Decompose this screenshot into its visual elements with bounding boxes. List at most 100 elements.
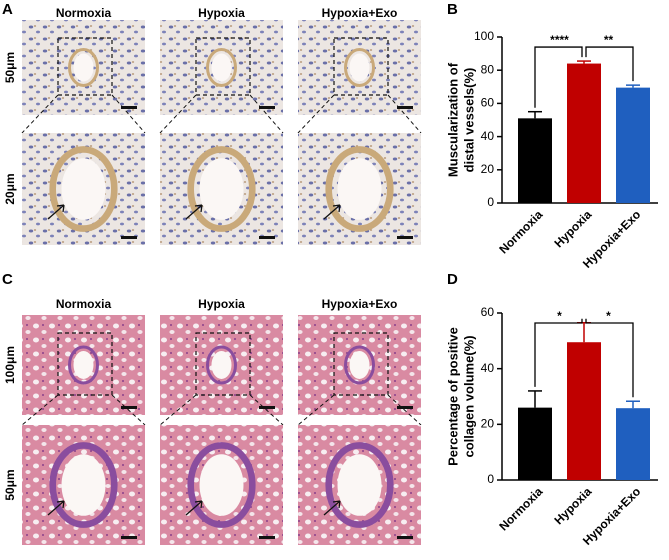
lumen <box>199 454 244 516</box>
scale-bar <box>121 106 137 109</box>
zoom-line <box>387 94 422 134</box>
x-tick-label: Hypoxia <box>551 484 594 527</box>
scale-bar <box>397 236 413 239</box>
vessel <box>325 146 394 232</box>
lumen <box>199 158 244 220</box>
column-title: Hypoxia+Exo <box>322 6 398 20</box>
panel-label: D <box>447 271 458 288</box>
bar <box>616 408 650 480</box>
x-tick-label: Hypoxia <box>551 207 594 250</box>
vessel <box>187 146 256 232</box>
significance-bracket <box>534 318 583 387</box>
bar <box>518 118 552 203</box>
scale-bar <box>121 236 137 239</box>
column-title: Hypoxia+Exo <box>322 297 398 311</box>
lumen <box>337 158 382 220</box>
row-label: 100μm <box>3 346 17 384</box>
vessel <box>68 345 99 385</box>
zoom-line <box>111 94 146 134</box>
bar <box>518 407 552 480</box>
column-title: Hypoxia <box>198 6 245 20</box>
scale-bar <box>397 406 413 409</box>
lumen <box>61 454 106 516</box>
vessel <box>187 442 256 528</box>
row-label: 20μm <box>3 173 17 204</box>
y-tick-label: 100 <box>474 29 494 43</box>
y-axis-label: collagen volume(%) <box>461 335 476 457</box>
arrow <box>47 500 65 516</box>
arrow <box>185 204 203 220</box>
panel-label: A <box>2 1 13 18</box>
significance-label: * <box>606 309 611 323</box>
charts: 0 20 40 60 80 100 Muscularization of distal ves… <box>445 29 658 548</box>
zoom-box <box>195 332 251 396</box>
arrow <box>185 500 203 516</box>
zoom-line <box>21 394 59 426</box>
significance-bracket <box>585 46 634 82</box>
y-tick-label: 0 <box>487 472 494 486</box>
significance-label: **** <box>550 33 569 47</box>
zoom-line <box>159 394 197 426</box>
lumen <box>211 351 232 379</box>
scale-bar <box>397 536 413 539</box>
zoom-line <box>249 394 284 426</box>
bar <box>567 342 601 480</box>
lumen <box>73 53 94 82</box>
zoom-line <box>297 394 335 426</box>
vessel <box>325 442 394 528</box>
zoom-line <box>111 394 146 426</box>
lumen <box>349 351 370 379</box>
zoom-line <box>387 394 422 426</box>
column-title: Normoxia <box>56 6 112 20</box>
significance-label: * <box>557 309 562 323</box>
y-axis-label: Percentage of positive <box>445 327 460 466</box>
significance-bracket <box>534 46 583 108</box>
zoom-line <box>249 94 284 134</box>
lumen <box>337 454 382 516</box>
arrow <box>323 204 341 220</box>
bar <box>616 87 650 203</box>
bar <box>567 63 601 204</box>
panel-label: B <box>447 1 458 18</box>
significance-bracket <box>585 318 634 398</box>
row-label: 50μm <box>3 52 17 83</box>
column-title: Normoxia <box>56 297 112 311</box>
arrow <box>47 204 65 220</box>
y-axis-label: Muscularization of <box>445 62 460 177</box>
vessel <box>344 345 375 385</box>
zoom-line <box>159 94 197 134</box>
column-title: Hypoxia <box>198 297 245 311</box>
zoom-line <box>297 94 335 134</box>
scale-bar <box>259 406 275 409</box>
vessel <box>344 48 375 87</box>
scale-bar <box>121 406 137 409</box>
scale-bar <box>397 106 413 109</box>
vessel <box>206 48 237 87</box>
scale-bar <box>121 536 137 539</box>
significance-label: ** <box>604 33 614 47</box>
zoom-box <box>57 332 113 396</box>
x-tick-label: Normoxia <box>496 207 545 256</box>
y-tick-label: 80 <box>481 62 495 76</box>
y-axis-label: distal vessels(%) <box>461 68 476 173</box>
vessel <box>49 146 118 232</box>
y-tick-label: 0 <box>487 195 494 209</box>
vessel <box>49 442 118 528</box>
y-tick-label: 40 <box>481 361 495 375</box>
scale-bar <box>259 106 275 109</box>
scale-bar <box>259 236 275 239</box>
zoom-box <box>333 332 389 396</box>
lumen <box>211 53 232 82</box>
arrow <box>323 500 341 516</box>
lumen <box>73 351 94 379</box>
panel-label: C <box>2 271 13 288</box>
y-tick-label: 20 <box>481 417 495 431</box>
row-label: 50μm <box>3 469 17 500</box>
x-tick-label: Normoxia <box>496 484 545 533</box>
vessel <box>68 48 99 87</box>
scale-bar <box>259 536 275 539</box>
lumen <box>349 53 370 82</box>
y-tick-label: 40 <box>481 129 495 143</box>
image-panels: Normoxia Hypoxia Hypoxia+Exo 50μm 20μm Normox… <box>3 6 422 545</box>
